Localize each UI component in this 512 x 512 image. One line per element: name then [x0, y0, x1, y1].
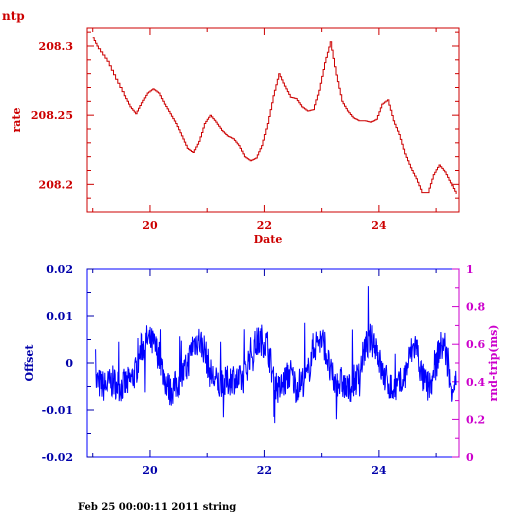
- offset-x-tick-label: 22: [257, 464, 272, 477]
- rate-y-tick-label: 208.25: [31, 109, 73, 122]
- offset-ticks: 20 22 24 -0.02 -0.01 0 0.01 0.02 0 0.2 0.4 0.6 0.8 1: [42, 263, 486, 477]
- rate-x-tick-label: 24: [371, 219, 387, 232]
- rate-x-tick-label: 20: [142, 219, 158, 232]
- chart-title: ntp: [2, 9, 25, 23]
- rtt-y2-tick-label: 0.2: [466, 413, 485, 426]
- rate-y-axis-label: rate: [10, 107, 23, 132]
- rtt-y2-tick-label: 0.6: [466, 338, 485, 351]
- offset-y-tick-label: -0.02: [42, 451, 73, 464]
- offset-x-tick-label: 24: [371, 464, 387, 477]
- rtt-y2-axis-label: rnd-trip(ms): [487, 324, 500, 401]
- offset-plot-frame: [86, 268, 460, 458]
- rate-x-tick-label: 22: [257, 219, 272, 232]
- rate-ticks: 20 22 24 208.2 208.25 208.3: [31, 28, 459, 232]
- rate-series-line: [92, 37, 457, 194]
- offset-series-line: [95, 286, 457, 424]
- rtt-y2-tick-label: 0.8: [466, 301, 485, 314]
- rate-y-tick-label: 208.3: [39, 40, 73, 53]
- offset-panel: 20 22 24-0.02-0.0100.010.0200.20.40.60.81 …: [23, 263, 500, 477]
- rtt-y2-tick-label: 0.4: [466, 376, 485, 389]
- rtt-y2-tick-label: 1: [466, 263, 474, 276]
- date-x-axis-label: Date: [254, 233, 283, 246]
- rate-panel: ntp 20 22 24 208.2 208.25 208.3 rate Date: [2, 9, 460, 246]
- offset-y-tick-label: 0.01: [46, 310, 73, 323]
- footer-timestamp: Feb 25 00:00:11 2011 string: [78, 502, 236, 512]
- offset-y-axis-label: Offset: [23, 344, 36, 382]
- offset-y-tick-label: 0: [65, 357, 73, 370]
- offset-y-tick-label: -0.01: [42, 404, 73, 417]
- offset-y-tick-label: 0.02: [46, 263, 73, 276]
- rtt-y2-tick-label: 0: [466, 451, 474, 464]
- rate-plot-frame: [86, 27, 460, 213]
- rate-y-tick-label: 208.2: [39, 178, 73, 191]
- offset-x-tick-label: 20: [142, 464, 158, 477]
